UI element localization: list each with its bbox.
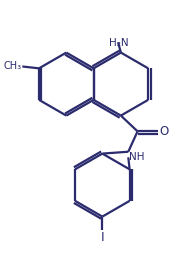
Text: CH₃: CH₃ [3, 61, 22, 71]
Text: I: I [101, 231, 104, 243]
Text: H₂N: H₂N [109, 38, 129, 48]
Text: O: O [160, 125, 169, 138]
Text: NH: NH [129, 152, 145, 162]
